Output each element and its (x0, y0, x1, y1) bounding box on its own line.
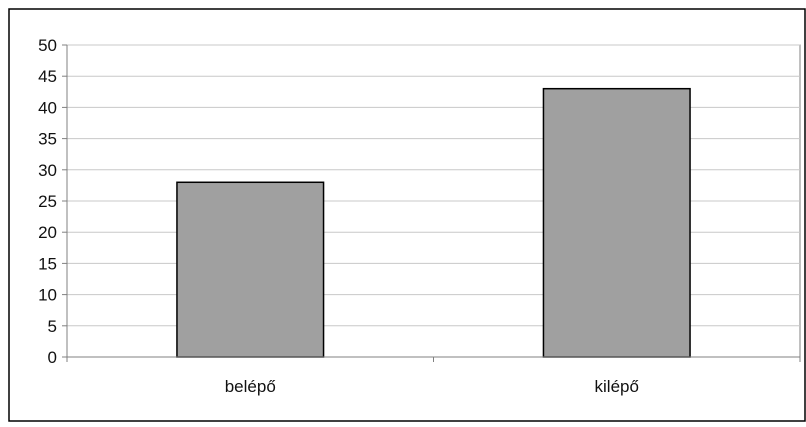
y-tick-label: 35 (38, 130, 57, 149)
y-tick-label: 20 (38, 223, 57, 242)
y-tick-label: 25 (38, 192, 57, 211)
labels: 0 5 10 15 20 25 30 35 40 45 50 belépő kilépő (38, 36, 639, 396)
y-tick-label: 50 (38, 36, 57, 55)
x-category-label: belépő (225, 377, 276, 396)
y-tick-label: 10 (38, 286, 57, 305)
y-tick-label: 5 (48, 317, 57, 336)
bar (542, 87, 691, 358)
y-tick-label: 45 (38, 67, 57, 86)
y-tick-label: 30 (38, 161, 57, 180)
x-category-label: kilépő (595, 377, 639, 396)
y-tick-label: 40 (38, 98, 57, 117)
axes (62, 44, 801, 362)
y-tick-label: 0 (48, 348, 57, 367)
bar (176, 181, 325, 358)
y-tick-label: 15 (38, 254, 57, 273)
